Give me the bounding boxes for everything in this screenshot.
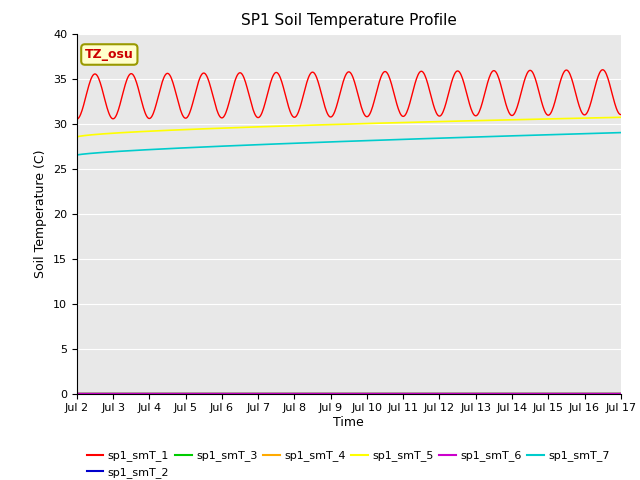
Y-axis label: Soil Temperature (C): Soil Temperature (C)	[35, 149, 47, 278]
Text: TZ_osu: TZ_osu	[85, 48, 134, 61]
Legend: sp1_smT_1, sp1_smT_2, sp1_smT_3, sp1_smT_4, sp1_smT_5, sp1_smT_6, sp1_smT_7: sp1_smT_1, sp1_smT_2, sp1_smT_3, sp1_smT…	[83, 446, 614, 480]
Title: SP1 Soil Temperature Profile: SP1 Soil Temperature Profile	[241, 13, 457, 28]
X-axis label: Time: Time	[333, 416, 364, 429]
